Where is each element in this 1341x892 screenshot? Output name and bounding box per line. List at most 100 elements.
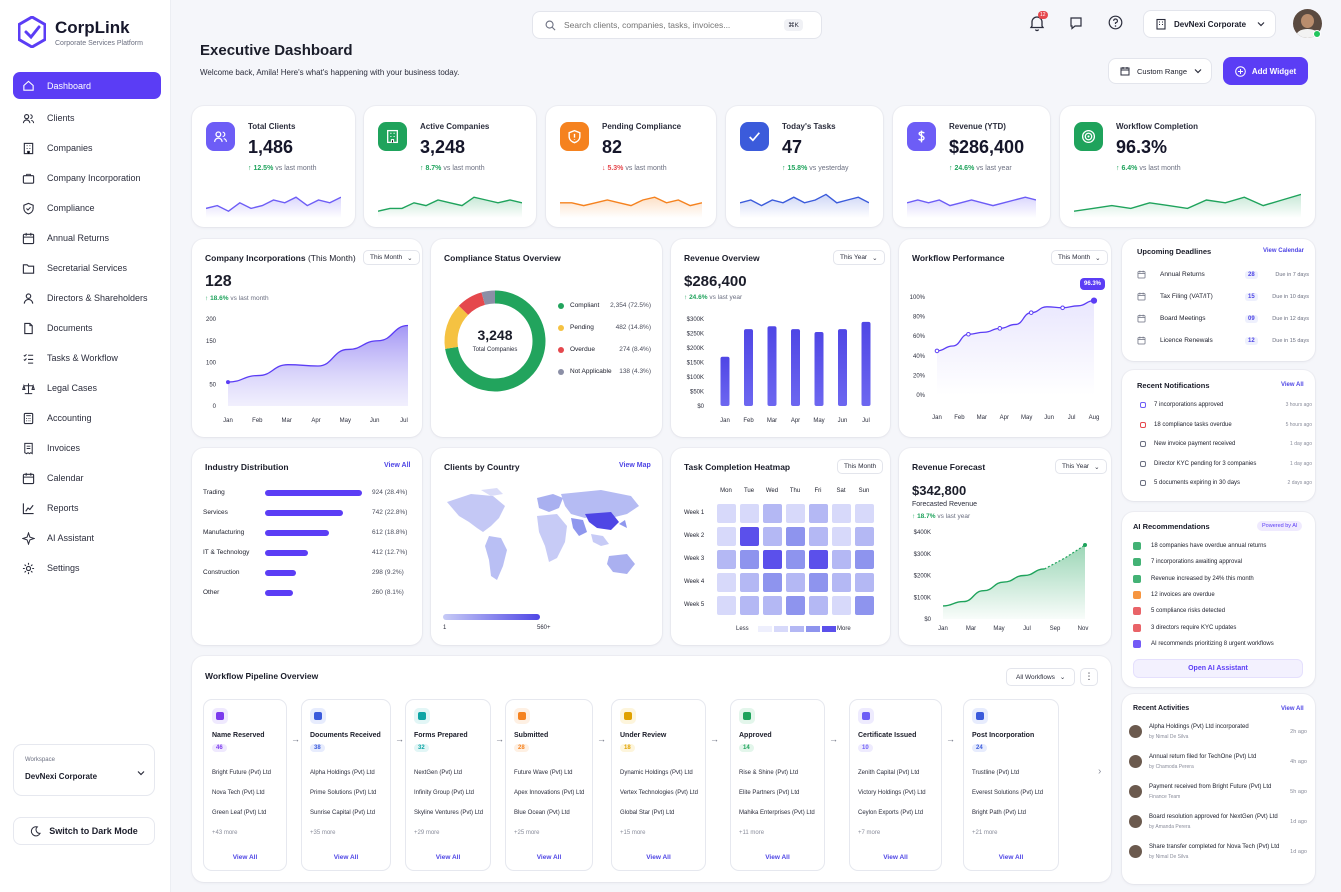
heatmap-cell[interactable]: [717, 527, 736, 546]
stage-view-all-link[interactable]: View All: [646, 854, 671, 861]
help-icon[interactable]: [1108, 15, 1123, 30]
ai-recommendation-item[interactable]: 3 directors require KYC updates: [1133, 623, 1236, 632]
activity-item[interactable]: Share transfer completed for Nova Tech (…: [1129, 843, 1307, 867]
ai-recommendation-item[interactable]: 7 incorporations awaiting approval: [1133, 558, 1242, 567]
stage-view-all-link[interactable]: View All: [883, 854, 908, 861]
sidebar-item-legal-cases[interactable]: Legal Cases: [13, 373, 161, 403]
sidebar-item-documents[interactable]: Documents: [13, 313, 161, 343]
view-map-link[interactable]: View Map: [619, 462, 651, 469]
heatmap-cell[interactable]: [809, 504, 828, 523]
heatmap-cell[interactable]: [809, 573, 828, 592]
heatmap-cell[interactable]: [717, 573, 736, 592]
heatmap-cell[interactable]: [717, 504, 736, 523]
sidebar-item-compliance[interactable]: Compliance: [13, 193, 161, 223]
heatmap-cell[interactable]: [786, 550, 805, 569]
more-options-icon[interactable]: ⋮: [1080, 668, 1098, 686]
sidebar-item-reports[interactable]: Reports: [13, 493, 161, 523]
heatmap-cell[interactable]: [740, 527, 759, 546]
heatmap-cell[interactable]: [855, 504, 874, 523]
sidebar-item-tasks-workflow[interactable]: Tasks & Workflow: [13, 343, 161, 373]
pipeline-stage[interactable]: Under Review 18 Dynamic Holdings (Pvt) Ltd…: [611, 699, 706, 871]
revenue-filter[interactable]: This Year ⌄: [833, 250, 885, 265]
incorporations-filter[interactable]: This Month ⌄: [363, 250, 420, 265]
heatmap-cell[interactable]: [740, 573, 759, 592]
heatmap-cell[interactable]: [809, 527, 828, 546]
ai-recommendation-item[interactable]: AI recommends prioritizing 8 urgent work…: [1133, 639, 1274, 648]
sidebar-item-companies[interactable]: Companies: [13, 133, 161, 163]
sidebar-item-calendar[interactable]: Calendar: [13, 463, 161, 493]
scroll-right-icon[interactable]: ›: [1098, 766, 1102, 777]
heatmap-cell[interactable]: [763, 596, 782, 615]
sidebar-item-invoices[interactable]: Invoices: [13, 433, 161, 463]
heatmap-cell[interactable]: [855, 573, 874, 592]
company-switcher[interactable]: DevNexi Corporate: [1143, 10, 1276, 38]
sidebar-item-clients[interactable]: Clients: [13, 103, 161, 133]
heatmap-cell[interactable]: [717, 596, 736, 615]
view-all-industry-link[interactable]: View All: [384, 462, 411, 469]
pipeline-stage[interactable]: Post Incorporation 24 Trustline (Pvt) Ltd E…: [963, 699, 1059, 871]
sidebar-item-directors-shareholders[interactable]: Directors & Shareholders: [13, 283, 161, 313]
notification-item[interactable]: New invoice payment received 1 day ago: [1140, 441, 1312, 447]
sidebar-item-secretarial-services[interactable]: Secretarial Services: [13, 253, 161, 283]
heatmap-cell[interactable]: [763, 573, 782, 592]
dark-mode-button[interactable]: Switch to Dark Mode: [13, 817, 155, 845]
activity-item[interactable]: Board resolution approved for NextGen (P…: [1129, 813, 1307, 837]
pipeline-stage[interactable]: Documents Received 38 Alpha Holdings (Pvt)…: [301, 699, 391, 871]
deadline-item[interactable]: Board Meetings 09 Due in 12 days: [1137, 314, 1309, 323]
stage-view-all-link[interactable]: View All: [435, 854, 461, 861]
date-range-button[interactable]: Custom Range: [1108, 58, 1212, 84]
heatmap-cell[interactable]: [740, 504, 759, 523]
workspace-selector[interactable]: Workspace DevNexi Corporate: [13, 744, 155, 796]
ai-recommendation-item[interactable]: 12 invoices are overdue: [1133, 590, 1215, 599]
stage-view-all-link[interactable]: View All: [536, 854, 562, 861]
notification-item[interactable]: 18 compliance tasks overdue 5 hours ago: [1140, 421, 1312, 428]
heatmap-cell[interactable]: [717, 550, 736, 569]
deadline-item[interactable]: Annual Returns 28 Due in 7 days: [1137, 270, 1309, 279]
stage-view-all-link[interactable]: View All: [765, 854, 790, 861]
heatmap-cell[interactable]: [763, 550, 782, 569]
world-map[interactable]: [441, 484, 651, 596]
heatmap-cell[interactable]: [809, 596, 828, 615]
view-all-notifications-link[interactable]: View All: [1281, 382, 1304, 388]
workflow-filter[interactable]: All Workflows ⌄: [1006, 668, 1076, 686]
pipeline-stage[interactable]: Name Reserved 46 Bright Future (Pvt) Ltd No…: [203, 699, 287, 871]
heatmap-cell[interactable]: [855, 550, 874, 569]
activity-item[interactable]: Alpha Holdings (Pvt) Ltd incorporated by …: [1129, 723, 1307, 747]
heatmap-cell[interactable]: [763, 504, 782, 523]
ai-recommendation-item[interactable]: Revenue increased by 24% this month: [1133, 574, 1254, 583]
sidebar-item-settings[interactable]: Settings: [13, 553, 161, 583]
notification-item[interactable]: 7 incorporations approved 3 hours ago: [1140, 402, 1312, 408]
heatmap-cell[interactable]: [786, 504, 805, 523]
forecast-filter[interactable]: This Year ⌄: [1055, 459, 1107, 474]
stage-view-all-link[interactable]: View All: [998, 854, 1024, 861]
ai-recommendation-item[interactable]: 18 companies have overdue annual returns: [1133, 542, 1266, 550]
pipeline-stage[interactable]: Forms Prepared 32 NextGen (Pvt) Ltd Infinit…: [405, 699, 491, 871]
heatmap-cell[interactable]: [740, 596, 759, 615]
workflow-filter[interactable]: This Month ⌄: [1051, 250, 1108, 265]
deadline-item[interactable]: Licence Renewals 12 Due in 15 days: [1137, 336, 1309, 345]
activity-item[interactable]: Annual return filed for TechOne (Pvt) Lt…: [1129, 753, 1307, 777]
view-all-activities-link[interactable]: View All: [1281, 706, 1304, 712]
heatmap-cell[interactable]: [786, 596, 805, 615]
heatmap-cell[interactable]: [832, 550, 851, 569]
view-calendar-link[interactable]: View Calendar: [1263, 248, 1304, 254]
pipeline-stage[interactable]: Submitted 28 Future Wave (Pvt) Ltd Apex Inn…: [505, 699, 593, 871]
heatmap-filter[interactable]: This Month: [837, 459, 884, 474]
heatmap-cell[interactable]: [763, 527, 782, 546]
sidebar-item-company-incorporation[interactable]: Company Incorporation: [13, 163, 161, 193]
chat-icon[interactable]: [1069, 16, 1083, 30]
heatmap-cell[interactable]: [740, 550, 759, 569]
heatmap-cell[interactable]: [832, 596, 851, 615]
heatmap-cell[interactable]: [855, 596, 874, 615]
stage-view-all-link[interactable]: View All: [333, 854, 359, 861]
notification-item[interactable]: 5 documents expiring in 30 days 2 days ag…: [1140, 480, 1312, 486]
sidebar-item-ai-assistant[interactable]: AI Assistant: [13, 523, 161, 553]
heatmap-cell[interactable]: [786, 573, 805, 592]
heatmap-cell[interactable]: [832, 504, 851, 523]
sidebar-item-accounting[interactable]: Accounting: [13, 403, 161, 433]
stage-view-all-link[interactable]: View All: [232, 854, 258, 861]
heatmap-cell[interactable]: [786, 527, 805, 546]
notifications-button[interactable]: 12: [1029, 11, 1048, 32]
sidebar-item-annual-returns[interactable]: Annual Returns: [13, 223, 161, 253]
ai-recommendation-item[interactable]: 5 compliance risks detected: [1133, 607, 1225, 616]
